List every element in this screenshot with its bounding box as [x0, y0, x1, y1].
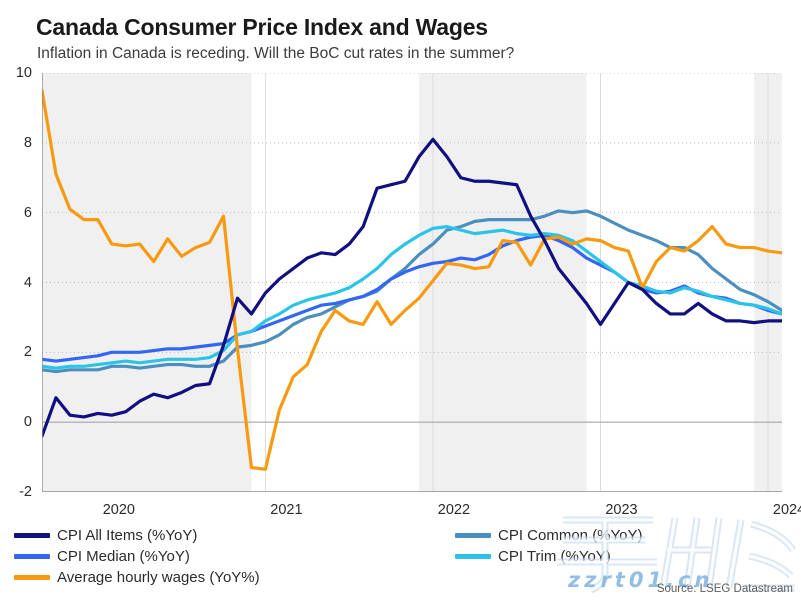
x-axis-tick-label: 2024	[772, 502, 801, 518]
legend-swatch-icon	[14, 575, 50, 580]
legend-item[interactable]: CPI Trim (%YoY)	[455, 547, 643, 566]
legend-label: CPI Median (%YoY)	[57, 548, 190, 565]
legend-label: CPI Common (%YoY)	[498, 527, 643, 544]
source-caption: Source: LSEG Datastream	[656, 583, 793, 595]
legend-item[interactable]: CPI Common (%YoY)	[455, 526, 643, 545]
legend-label: CPI Trim (%YoY)	[498, 548, 611, 565]
series-line-cpi-all-items-yoy	[42, 137, 782, 438]
legend-swatch-icon	[14, 554, 50, 559]
legend-item[interactable]: CPI All Items (%YoY)	[14, 526, 260, 545]
line-chart-svg	[42, 73, 782, 492]
page-title: Canada Consumer Price Index and Wages	[36, 14, 488, 40]
series-line-cpi-common-yoy	[42, 209, 782, 374]
x-axis-tick-label: 2022	[437, 502, 471, 518]
series-line-cpi-trim-yoy	[42, 225, 782, 370]
x-axis-tick-label: 2023	[605, 502, 638, 518]
y-axis-tick-label: 10	[15, 65, 32, 81]
y-axis-tick-label: -2	[19, 484, 32, 500]
y-axis-tick-label: 8	[23, 134, 32, 151]
page-subtitle: Inflation in Canada is receding. Will th…	[37, 45, 515, 62]
legend-label: CPI All Items (%YoY)	[57, 527, 198, 544]
legend-label: Average hourly wages (YoY%)	[57, 569, 260, 586]
y-axis-tick-label: 6	[23, 204, 32, 221]
y-axis-tick-label: 2	[23, 344, 32, 361]
legend-column-left: CPI All Items (%YoY) CPI Median (%YoY) Ave…	[14, 526, 260, 589]
legend-item[interactable]: Average hourly wages (YoY%)	[14, 568, 260, 587]
legend-swatch-icon	[14, 533, 50, 538]
legend-swatch-icon	[455, 533, 491, 538]
x-axis-tick-label: 2020	[102, 502, 135, 518]
legend-swatch-icon	[455, 554, 491, 559]
y-axis-tick-label: 0	[23, 414, 32, 431]
series-line-average-hourly-wages-yoy	[42, 88, 782, 471]
legend-column-right: CPI Common (%YoY) CPI Trim (%YoY)	[455, 526, 643, 568]
x-axis-tick-label: 2021	[270, 502, 303, 518]
legend-item[interactable]: CPI Median (%YoY)	[14, 547, 260, 566]
y-axis-tick-label: 4	[23, 274, 32, 291]
plot-area	[42, 73, 782, 492]
